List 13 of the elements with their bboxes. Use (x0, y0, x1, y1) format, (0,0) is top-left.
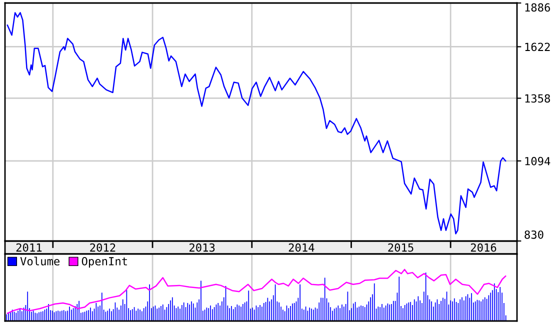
x-tick-label: 2015 (388, 243, 414, 252)
x-tick-label: 2016 (470, 243, 496, 252)
y-tick-label: 1358 (525, 94, 550, 103)
legend-label: Volume (20, 256, 60, 266)
x-tick-label: 2011 (16, 243, 42, 252)
y-tick-label: 1094 (525, 156, 550, 166)
y-tick-label: 1886 (525, 3, 550, 12)
x-tick-label: 2014 (288, 243, 314, 252)
legend-label: OpenInt (82, 257, 127, 268)
y-tick-label: 830 (524, 230, 544, 239)
x-tick-label: 2013 (190, 243, 215, 252)
x-tick-label: 2012 (90, 243, 116, 252)
y-tick-label: 1622 (525, 42, 550, 52)
